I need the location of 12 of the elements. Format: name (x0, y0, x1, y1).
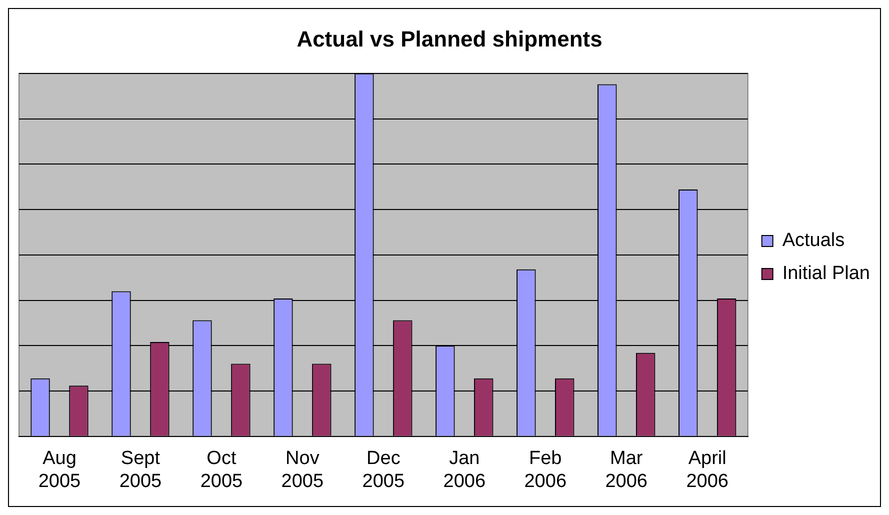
chart-title: Actual vs Planned shipments (296, 26, 602, 52)
x-tick-label: April 2006 (686, 448, 728, 492)
x-tick-label: Aug 2005 (38, 448, 81, 492)
legend-label: Actuals (782, 230, 845, 252)
x-tick-label: Jan 2006 (443, 448, 486, 492)
x-tick-label: Mar 2006 (605, 448, 648, 492)
x-tick-label: Feb 2006 (524, 448, 567, 492)
legend-label: Initial Plan (782, 263, 870, 284)
x-tick-label: Nov 2005 (281, 448, 324, 492)
x-tick-label: Sept 2005 (119, 448, 162, 492)
x-tick-label: Oct 2005 (200, 448, 243, 492)
x-tick-label: Dec 2005 (362, 448, 405, 492)
